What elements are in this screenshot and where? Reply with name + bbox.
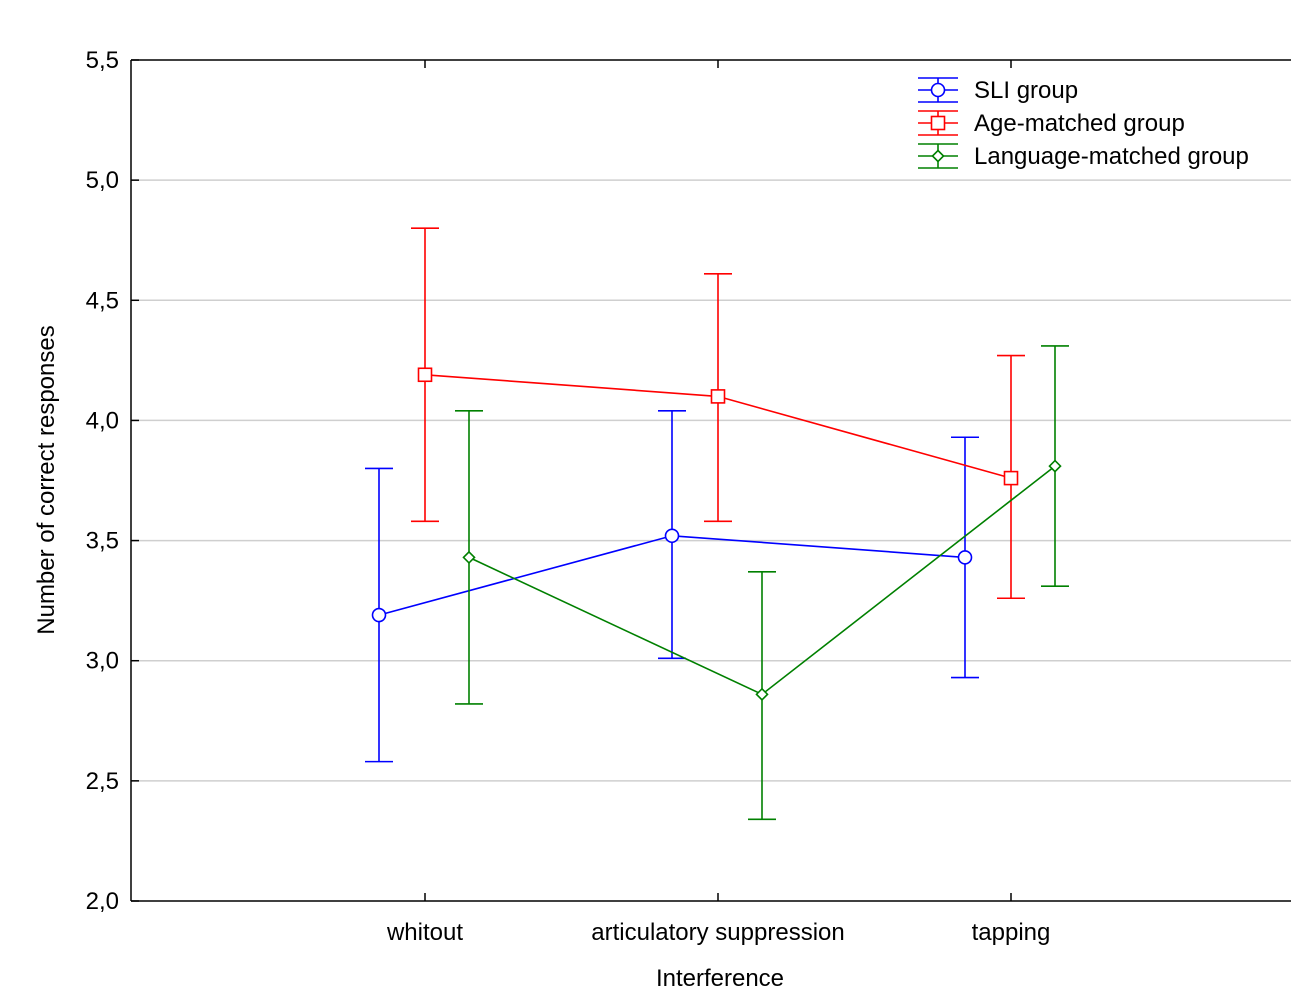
legend-entry: Age-matched group xyxy=(918,110,1185,137)
y-tick-label: 3,5 xyxy=(86,528,119,555)
legend-entry: Language-matched group xyxy=(918,143,1249,170)
data-point-diamond xyxy=(462,550,476,565)
legend-label: Language-matched group xyxy=(974,143,1249,170)
data-point-diamond xyxy=(931,149,945,163)
series-0 xyxy=(365,410,979,763)
data-point-diamond xyxy=(1048,459,1062,473)
series-2 xyxy=(455,345,1069,821)
data-point-circle xyxy=(930,82,946,98)
data-point-circle xyxy=(664,528,680,544)
data-point-circle xyxy=(957,550,973,565)
x-axis-label: Interference xyxy=(656,965,784,991)
grid-lines xyxy=(131,179,1291,782)
y-axis-ticks: 2,0 2,5 3,0 3,5 4,0 4,5 5,0 5,5 xyxy=(86,47,139,915)
data-point-circle xyxy=(371,607,387,623)
series-group xyxy=(365,227,1069,821)
legend: SLI group Age-matched group Language-match… xyxy=(918,77,1249,170)
x-tick-label: whitout xyxy=(386,919,463,946)
x-tick-label: articulatory suppression xyxy=(591,919,844,946)
data-point-square xyxy=(710,389,726,404)
y-tick-label: 2,5 xyxy=(86,768,119,795)
legend-entry: SLI group xyxy=(918,77,1078,104)
y-tick-label: 5,5 xyxy=(86,47,119,74)
y-tick-label: 5,0 xyxy=(86,167,119,194)
y-tick-label: 4,5 xyxy=(86,287,119,314)
legend-label: Age-matched group xyxy=(974,110,1185,137)
y-tick-label: 2,0 xyxy=(86,888,119,915)
y-tick-label: 3,0 xyxy=(86,648,119,675)
data-point-square xyxy=(930,115,946,131)
y-tick-label: 4,0 xyxy=(86,407,119,434)
x-tick-label: tapping xyxy=(972,919,1051,946)
legend-label: SLI group xyxy=(974,77,1078,104)
axes xyxy=(130,59,1291,902)
series-1 xyxy=(411,227,1025,600)
x-axis-ticks: whitout articulatory suppression tapping xyxy=(386,60,1050,946)
y-axis-label: Number of correct responses xyxy=(33,325,60,634)
data-point-square xyxy=(1003,470,1019,486)
data-point-square xyxy=(417,367,433,383)
data-point-diamond xyxy=(755,687,769,701)
